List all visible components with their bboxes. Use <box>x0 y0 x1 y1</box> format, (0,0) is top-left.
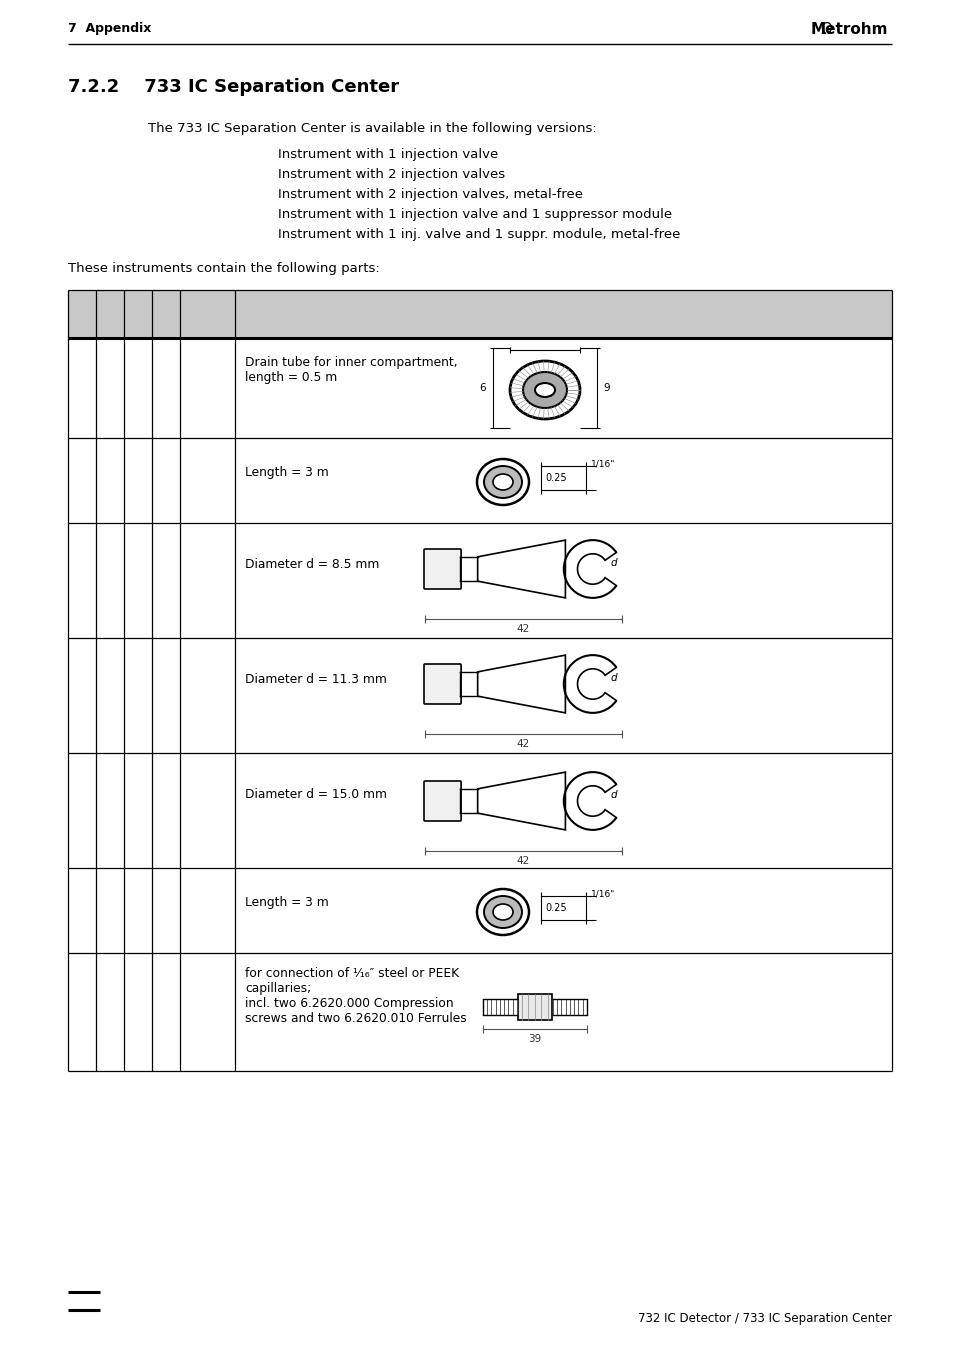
Text: d: d <box>609 673 616 684</box>
Text: 42: 42 <box>517 739 529 748</box>
Text: 0.25: 0.25 <box>544 473 566 484</box>
Text: Length = 3 m: Length = 3 m <box>245 466 329 480</box>
Text: These instruments contain the following parts:: These instruments contain the following … <box>68 262 379 276</box>
Text: Ω: Ω <box>820 22 831 36</box>
Text: Diameter d = 8.5 mm: Diameter d = 8.5 mm <box>245 558 379 571</box>
Text: 6: 6 <box>479 382 486 393</box>
Text: Length = 3 m: Length = 3 m <box>245 896 329 909</box>
Text: Diameter d = 11.3 mm: Diameter d = 11.3 mm <box>245 673 387 686</box>
Text: 7  Appendix: 7 Appendix <box>68 22 152 35</box>
Text: 9: 9 <box>603 382 610 393</box>
Ellipse shape <box>483 466 521 499</box>
Text: Instrument with 2 injection valves: Instrument with 2 injection valves <box>277 168 504 181</box>
Text: 0.25: 0.25 <box>544 902 566 913</box>
Text: 7.2.2    733 IC Separation Center: 7.2.2 733 IC Separation Center <box>68 78 398 96</box>
Text: 39: 39 <box>528 1034 541 1044</box>
Ellipse shape <box>522 372 566 408</box>
Ellipse shape <box>493 474 513 490</box>
Text: Instrument with 1 injection valve and 1 suppressor module: Instrument with 1 injection valve and 1 … <box>277 208 672 222</box>
Bar <box>68 290 891 338</box>
FancyBboxPatch shape <box>423 549 460 589</box>
Text: 42: 42 <box>517 857 529 866</box>
Ellipse shape <box>535 382 555 397</box>
Text: for connection of ¹⁄₁₆″ steel or PEEK
capillaries;
incl. two 6.2620.000 Compress: for connection of ¹⁄₁₆″ steel or PEEK ca… <box>245 967 466 1025</box>
Text: d: d <box>609 558 616 569</box>
Text: Instrument with 2 injection valves, metal-free: Instrument with 2 injection valves, meta… <box>277 188 582 201</box>
Ellipse shape <box>483 896 521 928</box>
Text: Instrument with 1 inj. valve and 1 suppr. module, metal-free: Instrument with 1 inj. valve and 1 suppr… <box>277 228 679 240</box>
Text: 732 IC Detector / 733 IC Separation Center: 732 IC Detector / 733 IC Separation Cent… <box>638 1312 891 1325</box>
Text: d: d <box>609 790 616 800</box>
FancyBboxPatch shape <box>423 781 460 821</box>
Text: The 733 IC Separation Center is available in the following versions:: The 733 IC Separation Center is availabl… <box>148 122 597 135</box>
FancyBboxPatch shape <box>423 663 460 704</box>
Text: 42: 42 <box>517 624 529 634</box>
Bar <box>517 994 552 1020</box>
Text: 1/16": 1/16" <box>590 889 615 898</box>
Text: Metrohm: Metrohm <box>810 22 887 36</box>
Text: 1/16": 1/16" <box>590 459 615 469</box>
Ellipse shape <box>493 904 513 920</box>
Text: Drain tube for inner compartment,
length = 0.5 m: Drain tube for inner compartment, length… <box>245 357 457 384</box>
Text: Instrument with 1 injection valve: Instrument with 1 injection valve <box>277 149 497 161</box>
Text: Diameter d = 15.0 mm: Diameter d = 15.0 mm <box>245 788 387 801</box>
